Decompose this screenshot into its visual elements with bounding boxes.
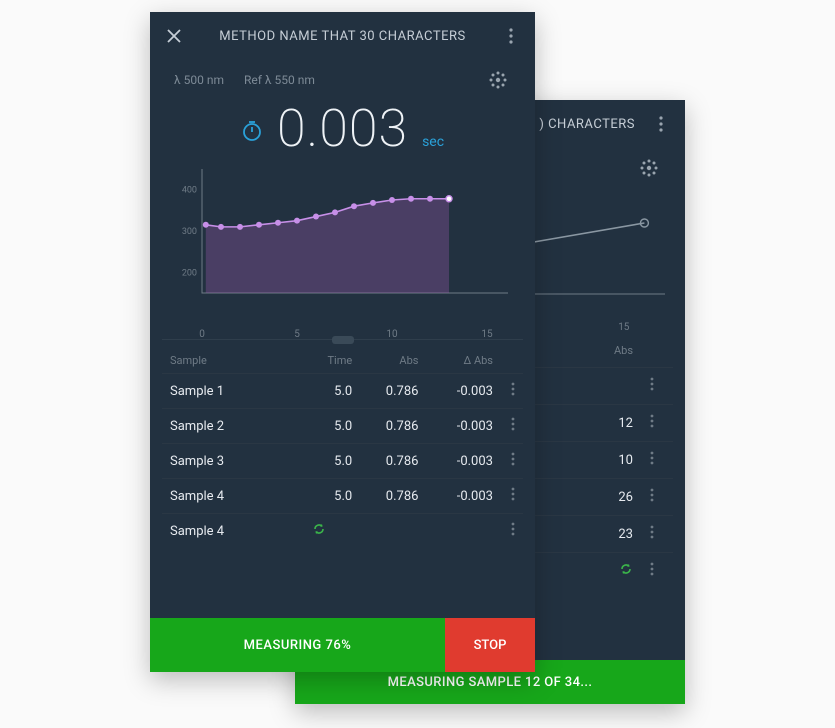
close-icon[interactable] — [158, 20, 190, 52]
cell-time: 5.0 — [286, 419, 352, 434]
row-overflow-icon[interactable] — [639, 562, 665, 580]
reading-value: 0.003 — [277, 98, 408, 159]
overflow-menu-icon[interactable] — [495, 20, 527, 52]
cluster-icon[interactable] — [485, 64, 511, 96]
row-overflow-icon[interactable] — [639, 414, 665, 432]
table-row: Sample 4 — [162, 513, 523, 548]
cell-dabs: -0.003 — [418, 489, 493, 504]
row-overflow-icon[interactable] — [493, 382, 515, 400]
stop-label: STOP — [474, 638, 507, 653]
row-overflow-icon[interactable] — [493, 417, 515, 435]
row-overflow-icon[interactable] — [639, 451, 665, 469]
footer-actions: MEASURING 76% STOP — [150, 618, 535, 672]
main-reading: 0.003 sec — [150, 96, 535, 165]
row-overflow-icon[interactable] — [639, 377, 665, 395]
row-overflow-icon[interactable] — [493, 452, 515, 470]
table-row: Sample 15.00.786-0.003 — [162, 373, 523, 408]
cell-dabs: -0.003 — [418, 454, 493, 469]
cell-dabs: -0.003 — [418, 384, 493, 399]
cluster-icon[interactable] — [633, 152, 665, 184]
chart-primary: 200300400 051015 — [172, 165, 513, 315]
lambda-label: λ 500 nm — [174, 73, 224, 87]
ref-lambda-label: Ref λ 550 nm — [244, 73, 315, 87]
table-row: Sample 35.00.786-0.003 — [162, 443, 523, 478]
cell-sample: Sample 4 — [170, 524, 286, 539]
row-overflow-icon[interactable] — [493, 522, 515, 540]
cell-time: 5.0 — [286, 489, 352, 504]
cell-abs: 0.786 — [352, 419, 418, 434]
appbar: METHOD NAME THAT 30 CHARACTERS — [150, 12, 535, 60]
table-header: Sample Time Abs Δ Abs — [162, 348, 523, 373]
stop-button[interactable]: STOP — [445, 618, 535, 672]
timer-icon — [241, 120, 263, 146]
refresh-icon — [286, 522, 352, 540]
grab-handle-icon[interactable] — [332, 336, 354, 344]
overflow-menu-icon[interactable] — [645, 108, 677, 140]
cell-sample: Sample 1 — [170, 384, 286, 399]
col-time: Time — [286, 354, 352, 367]
reading-unit: sec — [422, 134, 444, 150]
page-title: METHOD NAME THAT 30 CHARACTERS — [190, 29, 495, 44]
col-dabs: Δ Abs — [418, 354, 493, 367]
row-overflow-icon[interactable] — [639, 525, 665, 543]
results-table: Sample Time Abs Δ Abs Sample 15.00.786-0… — [150, 340, 535, 548]
subheader: λ 500 nm Ref λ 550 nm — [150, 60, 535, 96]
measure-button[interactable]: MEASURING 76% — [150, 618, 445, 672]
svg-text:300: 300 — [182, 227, 197, 237]
cell-abs: 0.786 — [352, 489, 418, 504]
col-abs: Abs — [352, 354, 418, 367]
svg-text:400: 400 — [182, 186, 197, 196]
cell-time: 5.0 — [286, 384, 352, 399]
cell-sample: Sample 4 — [170, 489, 286, 504]
row-overflow-icon[interactable] — [493, 487, 515, 505]
row-overflow-icon[interactable] — [639, 488, 665, 506]
cell-time: 5.0 — [286, 454, 352, 469]
screen-front: METHOD NAME THAT 30 CHARACTERS λ 500 nm … — [150, 12, 535, 672]
svg-text:200: 200 — [182, 268, 197, 278]
measure-label: MEASURING 76% — [244, 638, 352, 653]
cell-sample: Sample 3 — [170, 454, 286, 469]
table-row: Sample 25.00.786-0.003 — [162, 408, 523, 443]
cell-dabs: -0.003 — [418, 419, 493, 434]
drag-divider[interactable] — [162, 339, 523, 340]
cell-sample: Sample 2 — [170, 419, 286, 434]
status-text: MEASURING SAMPLE 12 OF 34... — [388, 675, 593, 690]
table-row: Sample 45.00.786-0.003 — [162, 478, 523, 513]
cell-abs: 0.786 — [352, 454, 418, 469]
col-sample: Sample — [170, 354, 286, 367]
cell-abs: 0.786 — [352, 384, 418, 399]
